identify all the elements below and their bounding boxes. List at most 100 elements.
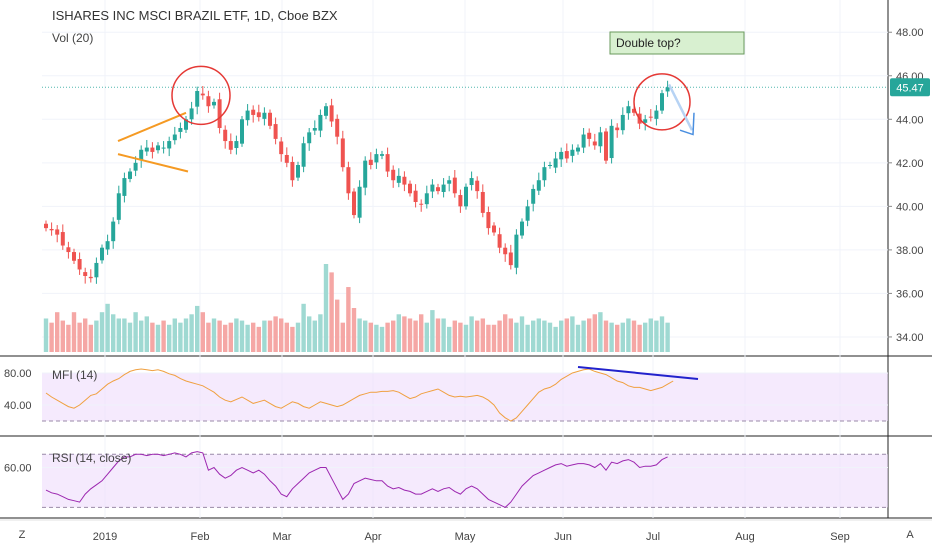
candle [643,114,648,131]
candle-body [49,228,54,231]
candle-body [307,132,312,144]
candle-body [212,101,216,106]
volume-bar [346,287,351,352]
candle-body [660,93,664,111]
volume-bar [335,299,340,352]
candle-body [150,147,155,152]
candle-body [520,221,524,236]
mfi-indicator-label: MFI (14) [52,368,97,382]
candle-body [116,193,121,220]
candle [570,144,575,163]
volume-bar [592,314,597,352]
z-scale-button[interactable] [13,525,31,543]
candle [542,161,547,187]
volume-bar [396,314,401,352]
volume-bar [385,322,390,352]
candle [172,126,177,145]
candle-body [419,203,424,205]
candle-body [66,247,71,253]
candle [262,107,267,126]
candle-body [111,221,116,242]
candle-body [234,141,239,149]
volume-bar [301,303,306,352]
volume-bar [413,320,418,352]
volume-bar [71,312,77,352]
candle-body [335,118,340,137]
volume-bar [189,314,194,352]
candle [385,147,390,177]
chart-title: ISHARES INC MSCI BRAZIL ETF, 1D, Cboe BZ… [52,8,338,23]
candle [626,100,631,120]
volume-bar [127,322,133,352]
first-top-circle [171,65,231,126]
candle-body [167,141,172,149]
down-arrow-head [679,112,695,136]
x-tick-label: Apr [364,531,381,543]
volume-bar [60,320,65,352]
candle [279,137,284,162]
candle [581,128,586,154]
candle [475,176,480,199]
last-price-tag-bg [890,78,930,97]
candle-body [531,188,536,204]
triangle-upper-line [117,111,187,142]
candle-body [548,165,552,166]
volume-bar [83,318,88,352]
volume-bar [363,320,368,352]
volume-bar [312,320,317,352]
candle [396,168,401,188]
candle-body [189,108,194,120]
candle [284,147,289,168]
candle-body [447,180,452,184]
volume-bar [234,318,239,352]
candle-body [536,180,541,191]
volume-bar [547,322,553,352]
candle-body [122,178,127,196]
candle-body [273,124,278,139]
volume-bar [609,322,614,352]
triangle-lower-line [117,153,189,173]
auto-scale-button[interactable]: A [906,529,914,541]
candle-body [486,212,491,229]
volume-bar [615,324,620,352]
volume-bar [245,324,250,352]
candle-body [318,114,323,131]
candle-body [88,276,93,279]
volume-bar [587,318,592,352]
y-tick-label: 42.00 [896,158,924,170]
volume-bar [150,322,155,352]
candle [94,257,99,284]
candle-body [279,141,284,155]
volume-bar [323,264,329,352]
candle-body [408,183,412,194]
candle [587,128,592,147]
volume-bar [239,320,245,352]
candle-body [262,112,267,119]
candle [44,220,48,232]
volume-bar [256,326,261,352]
down-arrow-shaft [667,83,694,131]
candle-body [217,99,222,128]
candle [301,136,306,173]
candle [648,109,653,122]
volume-bar [144,316,149,352]
volume-bar [167,324,172,352]
mfi-y-tick-label: 80.00 [4,368,32,380]
candle [206,90,211,113]
volume-bar [497,320,502,352]
candle-body [391,169,396,181]
candle-body [665,87,670,92]
candle [296,161,300,181]
double-top-callout-box [609,31,745,55]
candle-body [396,175,401,183]
volume-bar [161,320,166,352]
candle-body [105,241,110,250]
volume-bar [88,324,93,352]
x-tick-label: Jul [646,531,660,543]
candle [503,243,508,262]
candle [234,135,239,155]
volume-bar [463,324,469,352]
candle-body [352,191,356,216]
volume-bar [475,320,480,352]
